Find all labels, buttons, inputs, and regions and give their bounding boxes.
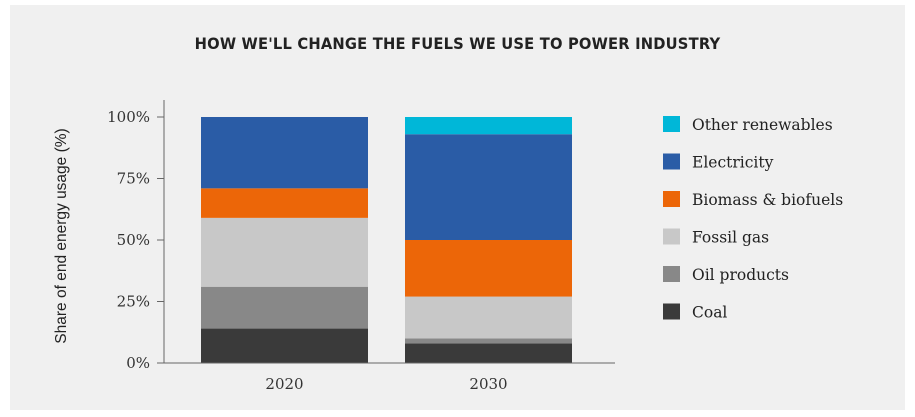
bar-segment (405, 134, 572, 240)
legend-swatch (663, 303, 680, 320)
legend-swatch (663, 228, 680, 245)
bar-segment (201, 328, 368, 363)
legend: Other renewables Electricity Biomass & bio… (663, 116, 843, 322)
legend-label: Other renewables (692, 116, 833, 134)
bars (201, 117, 572, 363)
bar-segment (405, 117, 572, 135)
bar-segment (405, 240, 572, 297)
y-axis-ticks: 0% 25% 50% 75% 100% (107, 108, 164, 372)
axes (163, 100, 615, 364)
bar-segment (201, 188, 368, 218)
legend-swatch (663, 116, 680, 132)
legend-swatch (663, 266, 680, 282)
x-tick-label: 2020 (265, 375, 303, 393)
x-axis-labels: 2020 2030 (265, 375, 507, 393)
chart-title: HOW WE'LL CHANGE THE FUELS WE USE TO POW… (194, 34, 721, 53)
legend-label: Oil products (692, 266, 789, 284)
legend-label: Electricity (692, 154, 774, 172)
y-tick-label: 0% (126, 354, 150, 372)
y-tick-label: 100% (107, 108, 150, 126)
legend-label: Biomass & biofuels (692, 191, 843, 209)
legend-swatch (663, 153, 680, 170)
bar-segment (405, 343, 572, 363)
legend-label: Fossil gas (692, 229, 769, 247)
bar-segment (201, 217, 368, 287)
y-tick-label: 75% (117, 170, 150, 188)
legend-swatch (663, 191, 680, 207)
bar-segment (405, 338, 572, 344)
bar-segment (201, 117, 368, 189)
bar-segment (201, 286, 368, 329)
y-tick-label: 25% (117, 293, 150, 311)
y-axis-label: Share of end energy usage (%) (53, 128, 70, 343)
legend-label: Coal (692, 304, 727, 322)
y-tick-label: 50% (117, 231, 150, 249)
x-tick-label: 2030 (469, 375, 507, 393)
bar-segment (405, 296, 572, 339)
